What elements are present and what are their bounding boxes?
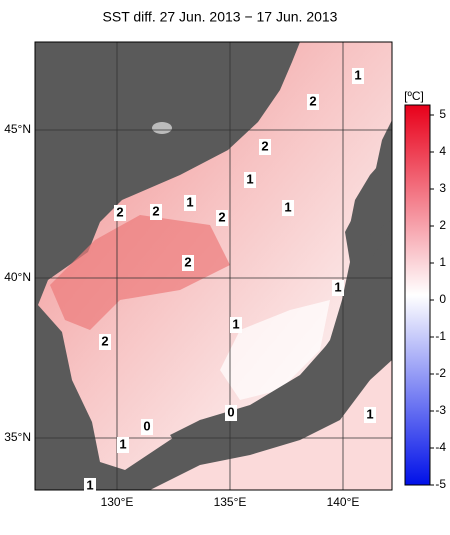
contour-label: 0: [143, 418, 150, 433]
contour-label-bg: [114, 205, 126, 221]
contour-label: 1: [119, 436, 126, 451]
contour-label: 1: [246, 171, 253, 186]
contour-label: 1: [186, 194, 193, 209]
colorbar-tick-label: 4: [439, 144, 446, 158]
contour-label: 0: [227, 404, 234, 419]
sea-south: [150, 330, 392, 490]
contour-label-bg: [352, 68, 364, 84]
contour-label-bg: [259, 139, 271, 155]
contour-label: 2: [116, 204, 123, 219]
contour-label-bg: [84, 478, 96, 494]
colorbar-tick-label: -4: [435, 440, 446, 454]
contour-label: 2: [218, 209, 225, 224]
hokkaido: [350, 150, 392, 235]
lon-label: 140°E: [327, 495, 360, 509]
warm-patch: [50, 215, 230, 330]
contour-label: 1: [232, 316, 239, 331]
colorbar: [404, 104, 431, 486]
cool-patch: [220, 300, 330, 400]
contour-label: 1: [284, 199, 291, 214]
colorbar-tick-label: -3: [435, 403, 446, 417]
map-area: [35, 42, 392, 490]
colorbar-tick-label: 3: [439, 181, 446, 195]
contour-label-bg: [307, 94, 319, 110]
contour-label-bg: [99, 334, 111, 350]
contour-label-bg: [332, 280, 344, 296]
lon-label: 130°E: [101, 495, 134, 509]
colorbar-tick-label: 5: [439, 107, 446, 121]
contour-label: 2: [152, 203, 159, 218]
contour-label: 1: [334, 279, 341, 294]
contour-label: 2: [261, 138, 268, 153]
contour-label-bg: [282, 200, 294, 216]
colorbar-tick-label: -2: [435, 366, 446, 380]
colorbar-tick-label: -1: [435, 329, 446, 343]
honshu: [170, 230, 392, 450]
island: [152, 122, 172, 134]
lon-label: 135°E: [214, 495, 247, 509]
map-frame: [34, 41, 393, 491]
contour-label-bg: [225, 405, 237, 421]
colorbar-tick-label: -5: [435, 477, 446, 491]
contour-label-bg: [244, 172, 256, 188]
colorbar-tick-label: 1: [439, 255, 446, 269]
contour-label-bg: [182, 255, 194, 271]
map-title: SST diff. 27 Jun. 2013 − 17 Jun. 2013: [103, 9, 338, 25]
colorbar-tick-label: 2: [439, 218, 446, 232]
contour-label: 2: [184, 254, 191, 269]
colorbar-unit: [ºC]: [404, 89, 424, 103]
contour-label-bg: [150, 204, 162, 220]
contour-label-bg: [117, 437, 129, 453]
lat-label: 45°N: [4, 122, 31, 136]
contour-label-bg: [141, 419, 153, 435]
contour-label: 2: [309, 93, 316, 108]
contour-label: 2: [101, 333, 108, 348]
contour-label: 1: [366, 406, 373, 421]
contour-label-bg: [230, 317, 242, 333]
contour-label-bg: [184, 195, 196, 211]
lat-label: 40°N: [4, 270, 31, 284]
contour-label-bg: [364, 407, 376, 423]
contour-label: 1: [86, 477, 93, 492]
colorbar-tick-label: 0: [439, 292, 446, 306]
contour-label-bg: [216, 210, 228, 226]
contour-label: 1: [354, 67, 361, 82]
lat-label: 35°N: [4, 430, 31, 444]
